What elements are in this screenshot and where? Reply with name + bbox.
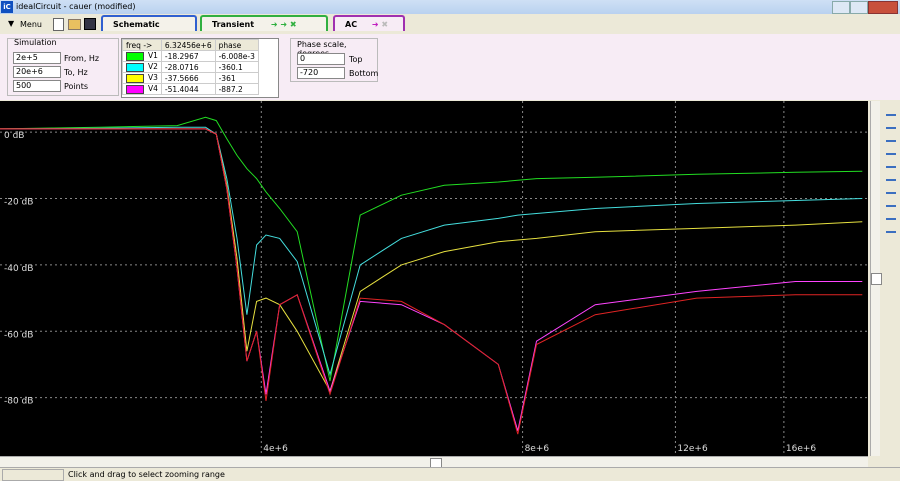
table-row: V4 -51.4044 -887.2 — [122, 83, 259, 95]
x-tick-label: 12e+6 — [677, 444, 708, 454]
tab-label: AC — [345, 20, 358, 29]
curve — [0, 126, 863, 377]
vertical-scrollbar[interactable] — [870, 101, 882, 456]
table-header: freq -> 6.32456e+6 phase — [122, 39, 259, 51]
y-tick-label: -80 dB — [4, 397, 33, 407]
window-title: idealCircuit - cauer (modified) — [16, 2, 136, 11]
ac-tab[interactable]: AC ➜ ✖ — [333, 15, 405, 31]
toolbar: ▼ Menu Schematic Transient ➜ ➜ ✖ AC ➜ ✖ — [0, 14, 900, 35]
app-icon: iC — [1, 1, 13, 13]
tool-icons[interactable] — [886, 105, 896, 235]
close-button[interactable] — [868, 1, 898, 14]
from-input[interactable]: 2e+5 — [13, 52, 61, 64]
schematic-tab[interactable]: Schematic — [101, 15, 197, 31]
phase-cell: -887.2 — [214, 83, 259, 95]
header-cell: freq -> — [122, 39, 162, 51]
probe-table: freq -> 6.32456e+6 phase V1 -18.2967 -6.008e-… — [121, 38, 279, 98]
status-bar: Click and drag to select zooming range — [0, 467, 900, 481]
phase-cell: -6.008e-3 — [214, 50, 259, 62]
save-icon[interactable] — [84, 18, 96, 30]
y-tick-label: -20 dB — [4, 198, 33, 208]
value-cell: -37.5666 — [160, 72, 216, 84]
maximize-button[interactable] — [850, 1, 868, 14]
name-cell: V2 — [122, 61, 162, 73]
tab-label: Transient — [212, 20, 255, 29]
menu-arrow: ▼ — [8, 19, 15, 28]
probe-name: V2 — [148, 62, 158, 72]
status-pane — [2, 469, 64, 481]
table-row: V3 -37.5666 -361 — [122, 72, 259, 84]
plot-background — [0, 101, 868, 456]
y-tick-label: -40 dB — [4, 264, 33, 274]
field-label: Points — [64, 82, 89, 91]
menu-button[interactable]: Menu — [20, 20, 42, 29]
scroll-thumb[interactable] — [871, 273, 882, 285]
field-label: To, Hz — [64, 68, 88, 77]
phase-cell: -361 — [214, 72, 259, 84]
color-swatch — [126, 62, 144, 72]
header-cell: phase — [214, 39, 259, 51]
bottom-select[interactable]: -720 — [297, 67, 345, 79]
x-tick-label: 4e+6 — [263, 444, 288, 454]
probe-name: V3 — [148, 73, 158, 83]
color-swatch — [126, 51, 144, 61]
probe-grid: freq -> 6.32456e+6 phase V1 -18.2967 -6.008e-… — [122, 39, 259, 95]
y-tick-label: 0 dB — [4, 131, 24, 141]
points-select[interactable]: 500 — [13, 80, 61, 92]
field-label: Bottom — [349, 69, 379, 78]
to-input[interactable]: 20e+6 — [13, 66, 61, 78]
simulation-group: Simulation 2e+5 From, Hz 20e+6 To, Hz 50… — [7, 38, 119, 96]
color-swatch — [126, 73, 144, 83]
curve — [0, 116, 863, 382]
value-cell: -18.2967 — [160, 50, 216, 62]
side-toolbar — [868, 101, 900, 467]
y-tick-label: -60 dB — [4, 330, 33, 340]
name-cell: V4 — [122, 83, 162, 95]
curve — [0, 128, 863, 435]
x-tick-label: 8e+6 — [525, 444, 550, 454]
transient-tab[interactable]: Transient ➜ ➜ ✖ — [200, 15, 328, 31]
name-cell: V1 — [122, 50, 162, 62]
settings-panel: Simulation 2e+5 From, Hz 20e+6 To, Hz 50… — [0, 34, 900, 100]
value-cell: -28.0716 — [160, 61, 216, 73]
field-label: Top — [349, 55, 363, 64]
minimize-button[interactable] — [832, 1, 850, 14]
phase-scale-group: Phase scale, degrees 0 Top -720 Bottom — [290, 38, 378, 82]
tab-label: Schematic — [113, 20, 160, 29]
top-select[interactable]: 0 — [297, 53, 345, 65]
title-bar: iC idealCircuit - cauer (modified) — [0, 0, 900, 14]
probe-name: V4 — [148, 84, 158, 94]
table-row: V1 -18.2967 -6.008e-3 — [122, 50, 259, 62]
color-swatch — [126, 84, 144, 94]
new-icon[interactable] — [53, 18, 64, 31]
group-title: Simulation — [14, 38, 57, 47]
probe-name: V1 — [148, 51, 158, 61]
table-row: V2 -28.0716 -360.1 — [122, 61, 259, 73]
field-label: From, Hz — [64, 54, 100, 63]
phase-cell: -360.1 — [214, 61, 259, 73]
x-tick-label: 16e+6 — [786, 444, 817, 454]
header-cell: 6.32456e+6 — [160, 39, 216, 51]
plot-area[interactable]: 0 dB -20 dB -40 dB -60 dB -80 dB 4e+6 8e+6 12e+… — [0, 101, 868, 456]
open-icon[interactable] — [68, 19, 81, 30]
name-cell: V3 — [122, 72, 162, 84]
status-message: Click and drag to select zooming range — [68, 470, 225, 479]
value-cell: -51.4044 — [160, 83, 216, 95]
